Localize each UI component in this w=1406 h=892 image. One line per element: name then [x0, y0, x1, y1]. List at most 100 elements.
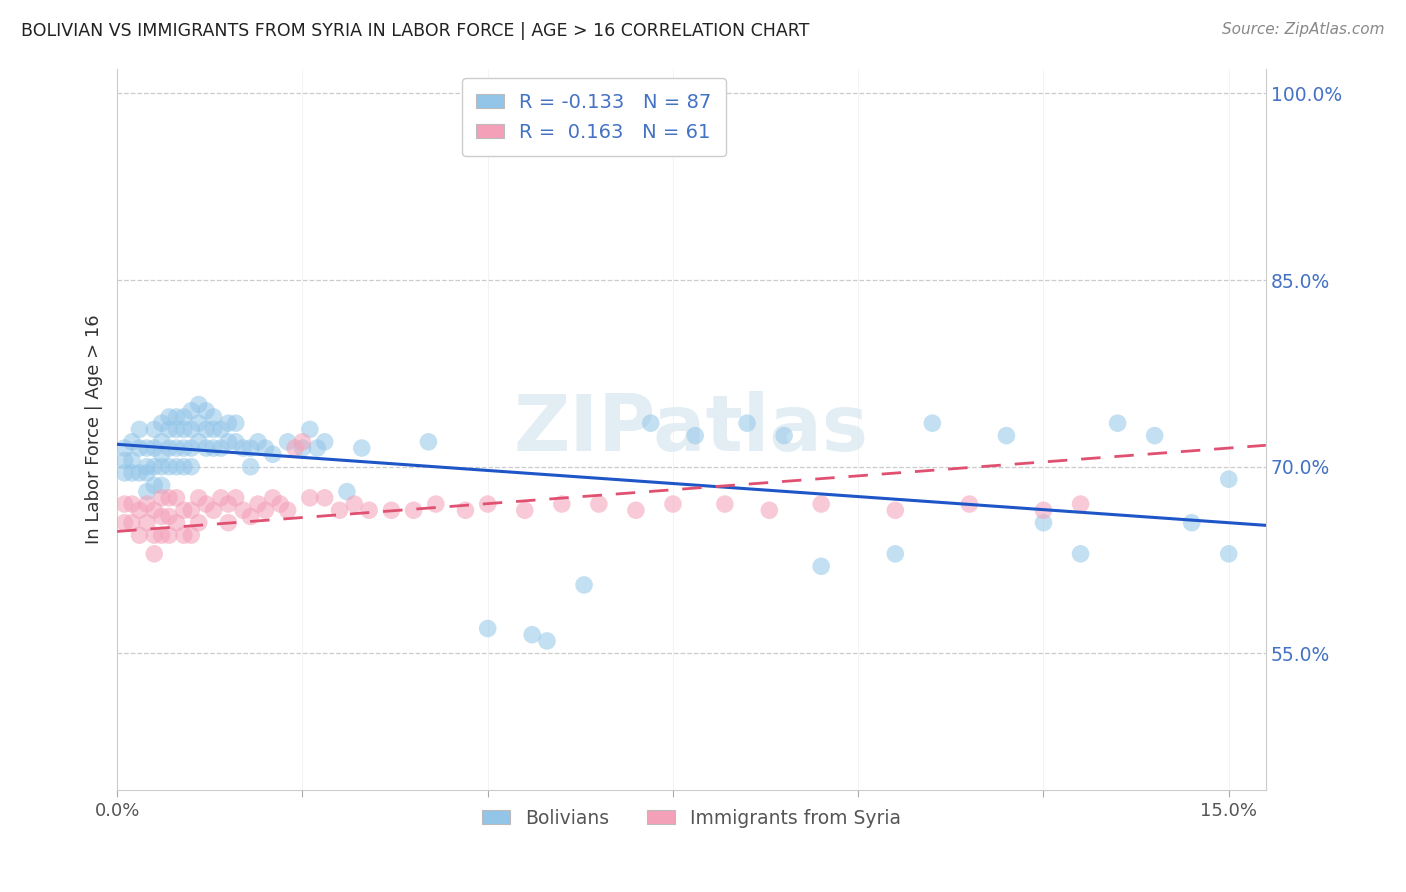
Point — [150, 478, 173, 492]
Point — [551, 497, 574, 511]
Point — [135, 516, 157, 530]
Point — [773, 428, 796, 442]
Point — [187, 434, 209, 449]
Point — [209, 441, 232, 455]
Point — [143, 503, 166, 517]
Point — [173, 503, 195, 517]
Point — [957, 497, 980, 511]
Point — [758, 503, 780, 517]
Point — [291, 441, 314, 455]
Point — [336, 484, 359, 499]
Point — [277, 434, 299, 449]
Point — [1218, 547, 1240, 561]
Point — [402, 503, 425, 517]
Legend: Bolivians, Immigrants from Syria: Bolivians, Immigrants from Syria — [475, 801, 908, 835]
Point — [166, 516, 188, 530]
Point — [314, 434, 336, 449]
Point — [150, 491, 173, 505]
Point — [343, 497, 366, 511]
Point — [217, 516, 239, 530]
Point — [714, 497, 737, 511]
Point — [239, 459, 262, 474]
Point — [1070, 497, 1092, 511]
Point — [157, 509, 180, 524]
Point — [121, 516, 143, 530]
Point — [180, 403, 202, 417]
Text: BOLIVIAN VS IMMIGRANTS FROM SYRIA IN LABOR FORCE | AGE > 16 CORRELATION CHART: BOLIVIAN VS IMMIGRANTS FROM SYRIA IN LAB… — [21, 22, 810, 40]
Point — [254, 503, 277, 517]
Point — [143, 547, 166, 561]
Point — [180, 503, 202, 517]
Point — [173, 422, 195, 436]
Point — [180, 459, 202, 474]
Point — [572, 578, 595, 592]
Point — [246, 434, 269, 449]
Point — [143, 441, 166, 455]
Point — [277, 503, 299, 517]
Point — [884, 547, 907, 561]
Point — [128, 441, 150, 455]
Point — [187, 397, 209, 411]
Point — [157, 528, 180, 542]
Point — [536, 634, 558, 648]
Point — [128, 503, 150, 517]
Point — [810, 497, 832, 511]
Point — [173, 459, 195, 474]
Point — [143, 528, 166, 542]
Point — [135, 497, 157, 511]
Point — [135, 484, 157, 499]
Point — [1143, 428, 1166, 442]
Point — [114, 466, 136, 480]
Point — [209, 491, 232, 505]
Point — [143, 478, 166, 492]
Point — [662, 497, 685, 511]
Point — [298, 422, 321, 436]
Point — [1107, 416, 1129, 430]
Point — [225, 491, 247, 505]
Text: Source: ZipAtlas.com: Source: ZipAtlas.com — [1222, 22, 1385, 37]
Point — [995, 428, 1018, 442]
Point — [225, 416, 247, 430]
Point — [522, 628, 544, 642]
Point — [262, 447, 284, 461]
Point — [121, 453, 143, 467]
Point — [217, 497, 239, 511]
Point — [187, 491, 209, 505]
Point — [735, 416, 758, 430]
Point — [921, 416, 943, 430]
Point — [135, 466, 157, 480]
Point — [262, 491, 284, 505]
Point — [624, 503, 647, 517]
Point — [239, 441, 262, 455]
Point — [269, 497, 291, 511]
Point — [1218, 472, 1240, 486]
Point — [180, 528, 202, 542]
Point — [157, 422, 180, 436]
Point — [121, 497, 143, 511]
Point — [314, 491, 336, 505]
Point — [217, 434, 239, 449]
Point — [359, 503, 381, 517]
Point — [350, 441, 373, 455]
Point — [202, 503, 225, 517]
Point — [202, 422, 225, 436]
Text: ZIPatlas: ZIPatlas — [515, 392, 869, 467]
Point — [1181, 516, 1204, 530]
Point — [225, 434, 247, 449]
Point — [202, 409, 225, 424]
Point — [114, 453, 136, 467]
Point — [195, 497, 218, 511]
Point — [166, 459, 188, 474]
Point — [209, 422, 232, 436]
Point — [1032, 503, 1054, 517]
Point — [477, 622, 499, 636]
Point — [166, 422, 188, 436]
Point — [150, 434, 173, 449]
Point — [298, 491, 321, 505]
Point — [121, 466, 143, 480]
Point — [328, 503, 350, 517]
Point — [150, 459, 173, 474]
Point — [150, 416, 173, 430]
Point — [588, 497, 610, 511]
Y-axis label: In Labor Force | Age > 16: In Labor Force | Age > 16 — [86, 315, 103, 544]
